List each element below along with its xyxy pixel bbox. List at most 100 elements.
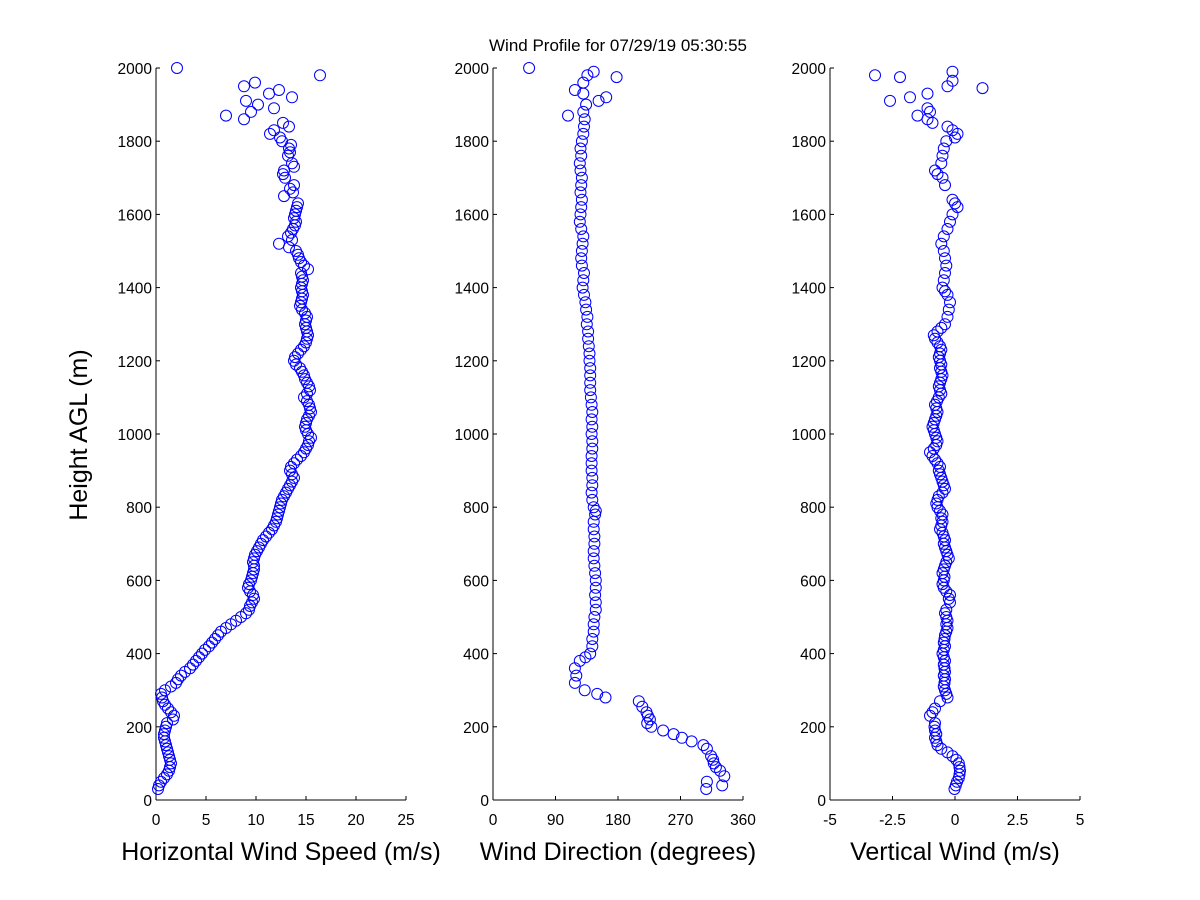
wind-direction-data-point [600,91,613,104]
wind-direction-data-point [579,296,592,309]
horizontal-wind-speed-data-point [165,757,177,770]
vertical-wind-data-point [935,157,948,170]
horizontal-wind-speed-data-point [212,629,224,642]
vertical-wind-data-point [946,193,959,206]
horizontal-wind-speed-data-point [264,127,276,140]
vertical-wind-data-point [939,252,951,265]
wind-direction-x-tick-label: 360 [730,812,756,829]
horizontal-wind-speed-data-point [286,91,298,104]
vertical-wind-data-point [937,230,950,243]
horizontal-wind-speed-data-point [172,673,184,686]
vertical-wind-data-point [936,149,949,162]
horizontal-wind-speed-data-point [290,204,302,217]
horizontal-wind-speed-data-point [283,241,295,254]
horizontal-wind-speed-data-point [245,105,257,118]
vertical-wind-y-tick-label: 1600 [792,207,827,224]
wind-direction-y-tick-label: 1600 [455,207,490,224]
wind-direction-data-point [575,179,588,192]
horizontal-wind-speed-y-tick-label: 400 [126,647,152,664]
vertical-wind-data-point [911,109,924,122]
horizontal-wind-speed-data-point [268,102,280,115]
horizontal-wind-speed-data-point [152,783,164,795]
vertical-wind-y-tick-label: 1400 [792,281,827,298]
wind-direction-data-point [582,325,595,338]
wind-direction-data-point [586,640,599,653]
vertical-wind-data-point [931,457,944,470]
horizontal-wind-speed-data-point [294,362,306,375]
wind-direction-data-point [581,310,594,323]
wind-direction-data-point [585,398,598,411]
vertical-wind-data-point [939,267,951,279]
horizontal-wind-speed-data-point [242,581,254,594]
horizontal-wind-speed-data-point [304,384,316,397]
wind-direction-y-tick-label: 0 [480,793,489,810]
wind-direction-x-tick-label: 0 [489,812,498,829]
horizontal-wind-speed-data-point [160,739,172,752]
wind-direction-data-point [575,149,588,162]
vertical-wind-y-tick-label: 1800 [792,134,827,151]
vertical-wind-data-point [927,329,940,342]
horizontal-wind-speed-x-tick-label: 10 [247,812,265,829]
wind-direction-data-point [582,332,595,345]
wind-direction-data-point [586,435,599,448]
horizontal-wind-speed-y-tick-label: 800 [126,500,152,517]
wind-direction-data-point [707,757,720,770]
vertical-wind-data-point [944,589,956,601]
vertical-wind-data-point [952,757,965,770]
horizontal-wind-speed-data-point [272,508,284,521]
wind-direction-data-point [584,391,597,404]
vertical-wind-data-point [931,168,944,181]
vertical-wind-data-point [939,318,951,331]
wind-direction-data-point [592,94,605,107]
horizontal-wind-speed-data-point [160,720,172,733]
wind-direction-data-point [578,684,591,697]
horizontal-wind-speed-data-point [290,245,302,257]
wind-direction-data-point [583,354,596,367]
y-axis-label: Height AGL (m) [65,349,93,520]
wind-direction-data-point [587,501,600,514]
wind-direction-data-point [697,739,710,752]
vertical-wind-data-point [928,720,941,733]
horizontal-wind-speed-x-tick-label: 25 [397,812,414,829]
vertical-wind-x-tick-label: -2.5 [879,812,906,829]
vertical-wind-data-point [926,450,939,462]
wind-direction-data-point [645,720,658,733]
vertical-wind-data-point [884,94,896,107]
vertical-wind-data-point [921,87,934,100]
horizontal-wind-speed-y-tick-label: 1800 [118,134,153,151]
horizontal-wind-speed-data-point [295,267,307,279]
horizontal-wind-speed-data-point [163,764,175,777]
horizontal-wind-speed-data-point [295,296,307,309]
horizontal-wind-speed-x-axis-label: Horizontal Wind Speed (m/s) [121,838,441,866]
horizontal-wind-speed-data-point [285,460,297,473]
wind-direction-data-point [575,223,588,235]
vertical-wind-data-point [894,71,906,84]
horizontal-wind-speed-y-tick-label: 1000 [118,427,153,444]
horizontal-wind-speed-data-point [302,263,314,276]
vertical-wind-data-point [935,321,948,334]
wind-direction-data-point [587,523,600,536]
wind-direction-y-tick-label: 200 [463,720,489,737]
vertical-wind-data-point [939,285,951,298]
vertical-wind-data-point [954,764,966,777]
horizontal-wind-speed-data-point [209,633,221,645]
wind-direction-y-tick-label: 1000 [455,427,490,444]
vertical-wind-data-point [937,274,950,287]
horizontal-wind-speed-data-point [187,658,199,671]
wind-direction-x-tick-label: 180 [605,812,631,829]
vertical-wind-data-point [934,340,946,353]
horizontal-wind-speed-y-tick-label: 1400 [118,281,153,298]
wind-direction-data-point [570,669,583,682]
horizontal-wind-speed-y-tick-label: 200 [126,720,152,737]
horizontal-wind-speed-data-point [240,94,252,107]
wind-direction-data-point [568,84,581,96]
wind-direction-data-point [577,127,590,140]
horizontal-wind-speed-data-point [301,387,313,400]
wind-direction-data-point [578,267,590,279]
horizontal-wind-speed-data-point [165,706,177,719]
wind-direction-data-point [588,530,601,543]
wind-direction-y-tick-label: 1200 [455,354,490,371]
horizontal-wind-speed-data-point [220,109,232,122]
wind-direction-data-point [587,65,600,78]
horizontal-wind-speed-data-point [243,603,255,616]
